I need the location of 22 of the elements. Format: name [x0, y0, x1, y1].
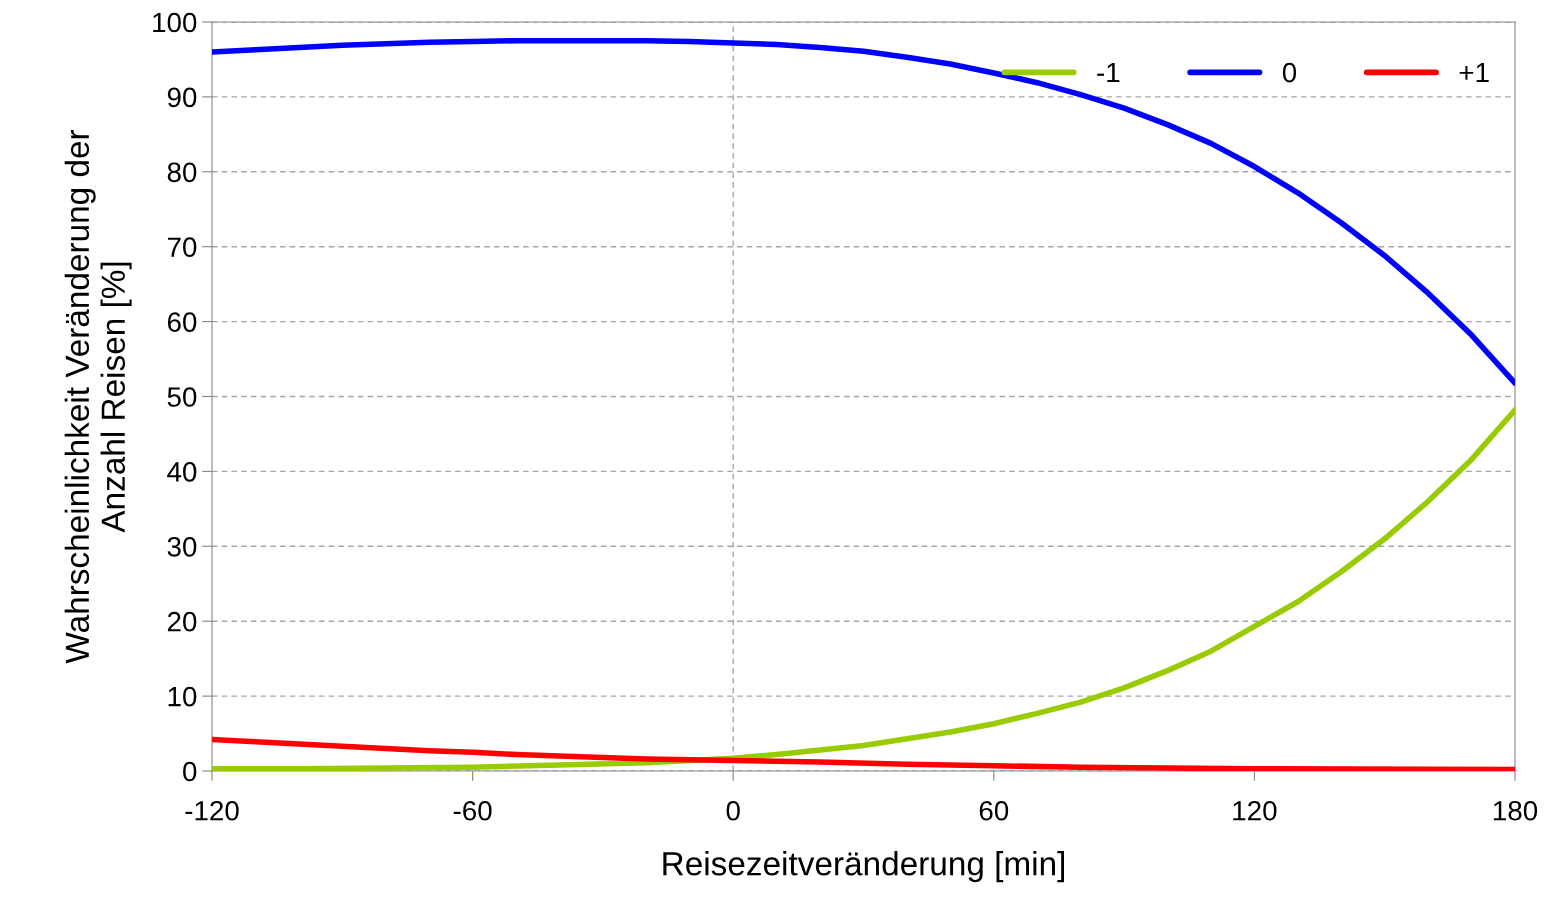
y-tick-label: 80 [167, 162, 197, 183]
y-tick-label: 40 [167, 462, 197, 482]
legend-label: -1 [1097, 63, 1120, 83]
x-tick-label: 0 [726, 800, 740, 821]
y-tick-label: 50 [167, 387, 197, 407]
y-tick-label: 20 [167, 611, 197, 632]
x-tick-label: 180 [1493, 800, 1538, 821]
y-tick-label: 10 [168, 686, 197, 707]
y-tick-label: 100 [153, 12, 197, 33]
y-axis-title: Wahrscheinlichkeit Veränderung der Anzahl Reisen [%] [64, 129, 132, 664]
y-tick-label: 70 [167, 237, 197, 258]
x-tick-label: 60 [979, 800, 1009, 821]
x-tick-label: 120 [1233, 800, 1277, 821]
y-tick-label: 30 [167, 536, 197, 557]
y-tick-label: 60 [167, 312, 197, 332]
x-axis-title: Reisezeitveränderung [min] [663, 851, 1065, 883]
x-tick-label: -120 [185, 800, 239, 821]
y-tick-label: 0 [183, 761, 197, 782]
legend-label: +1 [1459, 63, 1489, 83]
y-tick-label: 90 [167, 87, 197, 108]
legend-label: 0 [1282, 62, 1297, 83]
x-tick-label: -60 [453, 800, 492, 821]
